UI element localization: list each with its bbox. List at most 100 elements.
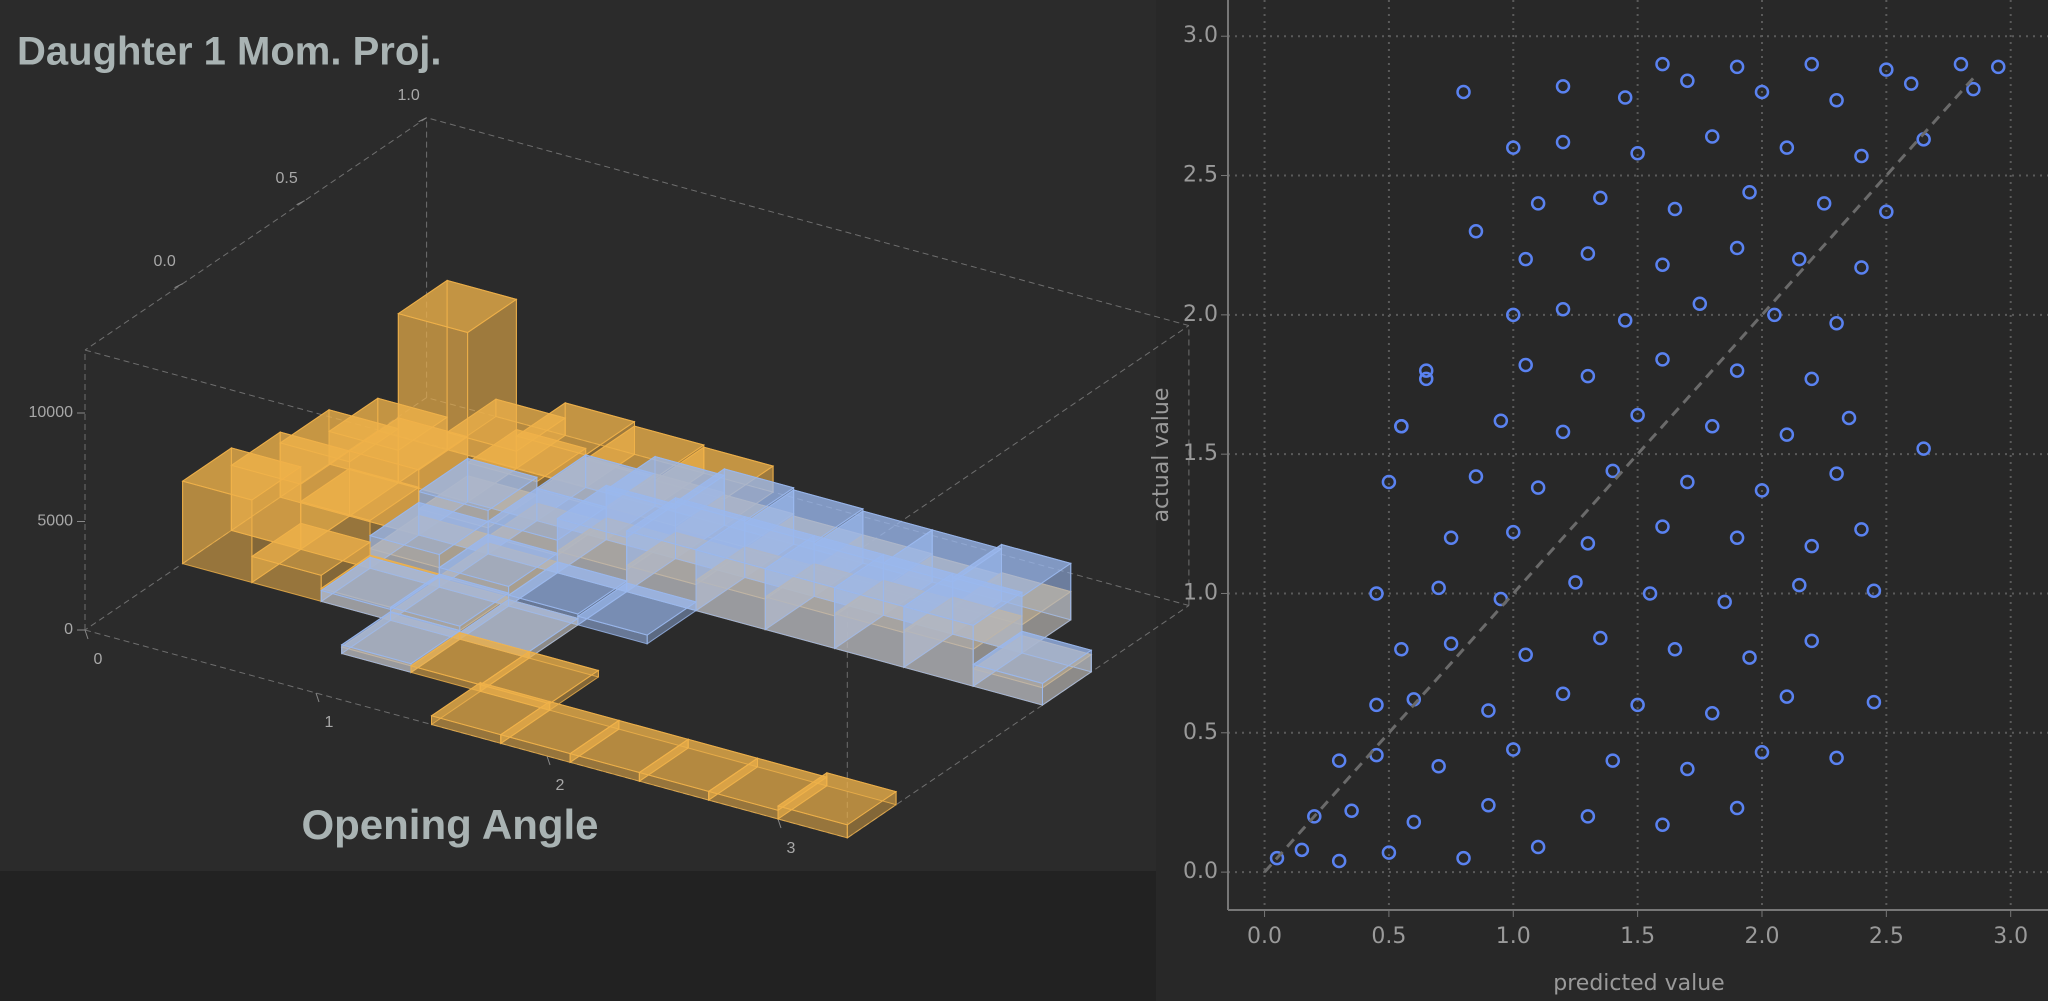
scatter-point bbox=[1991, 59, 2006, 75]
scatter-point bbox=[1704, 129, 1720, 144]
scatter-point bbox=[1655, 817, 1670, 832]
scatter-point bbox=[1916, 441, 1931, 456]
scatter-point bbox=[1829, 466, 1844, 481]
scatter-point bbox=[1667, 641, 1683, 657]
scatter-point bbox=[1854, 260, 1869, 275]
chart-title: Daughter 1 Mom. Proj. bbox=[17, 30, 442, 74]
y-tick-label: 2.0 bbox=[1183, 302, 1218, 327]
scatter-point bbox=[1555, 134, 1571, 150]
scatter-point bbox=[1443, 636, 1459, 651]
scatter-point bbox=[1506, 140, 1521, 155]
scatter-point bbox=[1555, 302, 1571, 317]
scatter-point bbox=[1344, 803, 1359, 819]
scatter-point bbox=[1331, 753, 1347, 768]
scatter-point bbox=[1655, 519, 1670, 534]
bar-face bbox=[902, 572, 1024, 626]
x-tick-label: 2 bbox=[556, 777, 565, 794]
diagonal-line bbox=[1263, 77, 1975, 874]
scatter-point bbox=[1779, 140, 1795, 155]
scatter-point bbox=[1580, 368, 1596, 384]
scatter-point bbox=[1854, 148, 1869, 164]
scatter-point bbox=[1792, 577, 1807, 593]
y-tick-label: 0.0 bbox=[1183, 859, 1218, 884]
scatter-point bbox=[1630, 407, 1645, 423]
x-axis-label: Opening Angle bbox=[301, 801, 598, 848]
bar-face bbox=[389, 573, 510, 627]
scatter-point bbox=[1829, 315, 1844, 331]
scatter-point bbox=[1854, 522, 1869, 537]
y-axis-label: actual value bbox=[1149, 388, 1174, 523]
scatter-point bbox=[1704, 419, 1720, 434]
x-tick bbox=[315, 692, 320, 703]
scatter-point bbox=[1580, 246, 1596, 261]
scatter-point bbox=[1804, 538, 1819, 554]
scatter-point bbox=[1593, 190, 1608, 206]
scatter-point bbox=[1418, 371, 1434, 387]
scatter-point bbox=[1555, 79, 1571, 94]
y-tick bbox=[418, 117, 427, 123]
scatter-point bbox=[1381, 845, 1397, 860]
scatter-point bbox=[1829, 750, 1844, 766]
y-tick-label: 1.0 bbox=[397, 87, 419, 104]
scatter-point bbox=[1506, 742, 1521, 757]
scatter-point bbox=[1680, 474, 1695, 490]
scatter-point bbox=[1754, 745, 1770, 760]
scatter-point bbox=[1704, 706, 1720, 721]
scatter-point bbox=[1518, 251, 1533, 267]
scatter-point bbox=[1879, 204, 1894, 220]
scatter-point bbox=[1555, 424, 1571, 440]
y-tick bbox=[296, 200, 305, 206]
bar-face bbox=[972, 630, 1093, 684]
scatter-point bbox=[1468, 469, 1484, 484]
z-tick-label: 0 bbox=[64, 621, 73, 638]
x-tick bbox=[546, 755, 551, 766]
scatter-point bbox=[1866, 694, 1882, 710]
bar-face bbox=[299, 467, 420, 522]
scatter-point bbox=[1742, 185, 1757, 200]
x-tick-label: 1.0 bbox=[1496, 924, 1531, 949]
scatter-point bbox=[1555, 686, 1571, 702]
bar-3d bbox=[776, 771, 898, 839]
bar-face bbox=[250, 522, 372, 576]
scatter-point bbox=[1331, 853, 1347, 869]
scatter-point bbox=[1369, 586, 1384, 601]
scatter-point bbox=[1680, 761, 1695, 777]
scatter-point bbox=[1518, 357, 1533, 373]
scatter-point bbox=[1580, 809, 1596, 824]
x-tick-label: 3 bbox=[787, 840, 796, 857]
z-tick-label: 5000 bbox=[37, 513, 73, 530]
scatter-point bbox=[1630, 145, 1645, 161]
scatter-point bbox=[1829, 93, 1844, 108]
scatter-point bbox=[1729, 240, 1745, 256]
scatter-point bbox=[1394, 419, 1409, 434]
scatter-point bbox=[1754, 84, 1770, 100]
x-tick-label: 0.0 bbox=[1247, 924, 1282, 949]
x-tick-label: 1.5 bbox=[1620, 924, 1655, 949]
scatter-point bbox=[1655, 257, 1670, 272]
scatter-point bbox=[1481, 797, 1496, 813]
scatter-point bbox=[1841, 410, 1857, 426]
scatter-point bbox=[1456, 850, 1471, 866]
scatter-point bbox=[1792, 251, 1807, 267]
right-panel bbox=[1156, 0, 2048, 1001]
scatter-point bbox=[1580, 536, 1596, 551]
y-tick-label: 0.5 bbox=[1183, 720, 1218, 745]
x-tick-label: 0 bbox=[94, 651, 103, 668]
scatter-point bbox=[1767, 307, 1782, 323]
y-tick-label: 1.0 bbox=[1183, 580, 1218, 605]
scatter-point bbox=[1630, 697, 1645, 713]
scatter-point bbox=[1518, 647, 1533, 663]
y-tick bbox=[174, 283, 183, 289]
bar-face bbox=[340, 611, 461, 665]
scatter-point bbox=[1779, 689, 1795, 704]
scatter-point bbox=[1816, 196, 1832, 211]
scatter-point bbox=[1294, 842, 1310, 858]
box-edge bbox=[84, 397, 427, 631]
bar-face bbox=[397, 279, 518, 334]
box-edge bbox=[847, 325, 1190, 559]
scatter-point bbox=[1418, 363, 1434, 378]
scatter-point bbox=[1729, 59, 1745, 75]
x-axis-label: predicted value bbox=[1553, 971, 1724, 996]
scatter-point bbox=[1729, 800, 1745, 816]
